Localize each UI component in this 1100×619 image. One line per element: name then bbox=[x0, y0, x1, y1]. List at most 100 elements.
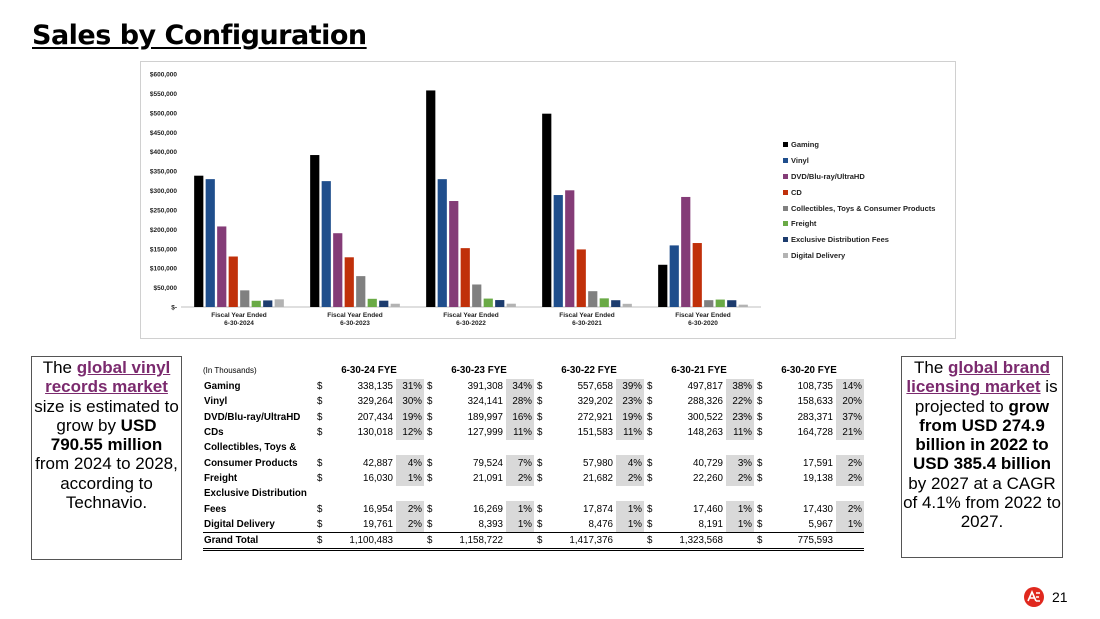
currency-cell: $ bbox=[427, 411, 433, 423]
currency-cell: $ bbox=[427, 427, 433, 439]
percent-cell: 19% bbox=[616, 409, 644, 425]
sales-chart: $- $50,000 $100,000 $150,000 $200,000 $250,00… bbox=[140, 61, 956, 339]
legend-label: DVD/Blu-ray/UltraHD bbox=[791, 171, 865, 181]
bar bbox=[611, 300, 621, 307]
left-note-mid: size is estimated to grow by bbox=[34, 396, 179, 435]
bar bbox=[622, 303, 632, 307]
global-vinyl-market-link[interactable]: global vinyl records market bbox=[45, 358, 171, 397]
legend-item: DVD/Blu-ray/UltraHD bbox=[783, 169, 935, 185]
empty-cell bbox=[754, 486, 771, 501]
amount-cell: 207,434 bbox=[357, 411, 393, 423]
empty-cell bbox=[424, 486, 441, 501]
bar bbox=[483, 298, 493, 307]
bar bbox=[367, 298, 377, 307]
amount-cell: 127,999 bbox=[467, 427, 503, 439]
table-row: Fees $16,954 2% $16,269 1% $17,874 1% $17,460 1%… bbox=[203, 501, 864, 517]
bar bbox=[542, 113, 552, 307]
bar bbox=[553, 195, 563, 307]
row-label: Digital Delivery bbox=[204, 518, 275, 530]
empty-cell bbox=[551, 486, 616, 501]
currency-cell: $ bbox=[424, 531, 441, 552]
percent-cell: 4% bbox=[396, 455, 424, 471]
amount-cell: 8,191 bbox=[698, 518, 723, 530]
x-tick-label: Fiscal Year Ended bbox=[327, 312, 383, 319]
empty-cell bbox=[506, 486, 534, 501]
amount-cell: 8,393 bbox=[478, 518, 503, 530]
page-number: 21 bbox=[1052, 589, 1068, 605]
col-header: 6-30-23 FYE bbox=[451, 365, 507, 376]
legend-item: Digital Delivery bbox=[783, 248, 935, 264]
bar bbox=[715, 299, 725, 307]
percent-cell: 1% bbox=[616, 501, 644, 517]
currency-cell: $ bbox=[647, 472, 653, 484]
percent-cell: 7% bbox=[506, 455, 534, 471]
y-tick-label: $150,000 bbox=[150, 246, 177, 253]
currency-cell: $ bbox=[757, 503, 763, 515]
empty-cell bbox=[506, 531, 534, 552]
percent-cell: 14% bbox=[836, 379, 864, 395]
y-tick-label: $250,000 bbox=[150, 207, 177, 214]
empty-cell bbox=[396, 531, 424, 552]
empty-cell bbox=[771, 440, 836, 455]
bar bbox=[437, 179, 447, 307]
legend-label: Exclusive Distribution Fees bbox=[791, 235, 889, 245]
percent-cell: 21% bbox=[836, 424, 864, 441]
amount-cell: 1,323,568 bbox=[661, 531, 726, 552]
percent-cell: 16% bbox=[506, 409, 534, 425]
table-header-row: (In Thousands) 6-30-24 FYE 6-30-23 FYE 6… bbox=[203, 362, 864, 379]
percent-cell: 2% bbox=[836, 501, 864, 517]
bar bbox=[738, 304, 748, 307]
bar bbox=[681, 196, 691, 307]
bar bbox=[495, 300, 505, 307]
table-row: DVD/Blu-ray/UltraHD $207,434 19% $189,997 16… bbox=[203, 409, 864, 425]
bar bbox=[251, 300, 261, 307]
currency-cell: $ bbox=[317, 472, 323, 484]
row-label: DVD/Blu-ray/UltraHD bbox=[204, 411, 301, 423]
left-note-amount: USD 790.55 million bbox=[50, 415, 163, 455]
amount-cell: 189,997 bbox=[467, 411, 503, 423]
amount-cell: 21,682 bbox=[583, 472, 613, 484]
amount-cell: 283,371 bbox=[797, 411, 833, 423]
amount-cell: 16,269 bbox=[473, 503, 503, 515]
table-row: Exclusive Distribution bbox=[203, 486, 864, 501]
amount-cell: 22,260 bbox=[693, 472, 723, 484]
amount-cell: 148,263 bbox=[687, 427, 723, 439]
currency-cell: $ bbox=[537, 381, 543, 393]
currency-cell: $ bbox=[647, 381, 653, 393]
global-brand-licensing-link[interactable]: global brand licensing market bbox=[906, 358, 1051, 397]
empty-cell bbox=[551, 440, 616, 455]
x-tick-label: 6-30-2021 bbox=[572, 320, 602, 327]
row-label: Grand Total bbox=[203, 531, 314, 552]
percent-cell: 19% bbox=[396, 409, 424, 425]
currency-cell: $ bbox=[647, 503, 653, 515]
page-title: Sales by Configuration bbox=[32, 20, 367, 51]
amount-cell: 17,591 bbox=[803, 457, 833, 469]
percent-cell: 30% bbox=[396, 394, 424, 410]
percent-cell: 39% bbox=[616, 379, 644, 395]
empty-cell bbox=[836, 440, 864, 455]
amount-cell: 1,100,483 bbox=[331, 531, 396, 552]
legend-label: Vinyl bbox=[791, 156, 809, 166]
amount-cell: 158,633 bbox=[797, 396, 833, 408]
legend-label: Freight bbox=[791, 219, 817, 229]
percent-cell: 1% bbox=[396, 470, 424, 487]
legend-swatch bbox=[783, 252, 788, 258]
empty-cell bbox=[726, 486, 754, 501]
legend-swatch bbox=[783, 142, 788, 148]
y-tick-label: $- bbox=[171, 305, 177, 312]
bar bbox=[263, 300, 273, 307]
y-tick-label: $600,000 bbox=[150, 72, 177, 79]
brand-licensing-note: The global brand licensing market is pro… bbox=[901, 356, 1063, 558]
y-tick-label: $450,000 bbox=[150, 130, 177, 137]
empty-cell bbox=[424, 440, 441, 455]
legend-item: Collectibles, Toys & Consumer Products bbox=[783, 200, 935, 216]
amount-cell: 19,138 bbox=[803, 472, 833, 484]
bar bbox=[472, 284, 482, 307]
x-tick-label: Fiscal Year Ended bbox=[559, 312, 615, 319]
percent-cell: 2% bbox=[396, 516, 424, 533]
empty-cell bbox=[754, 440, 771, 455]
currency-cell: $ bbox=[534, 531, 551, 552]
empty-cell bbox=[506, 440, 534, 455]
amount-cell: 5,967 bbox=[808, 518, 833, 530]
row-label: Freight bbox=[204, 472, 238, 484]
